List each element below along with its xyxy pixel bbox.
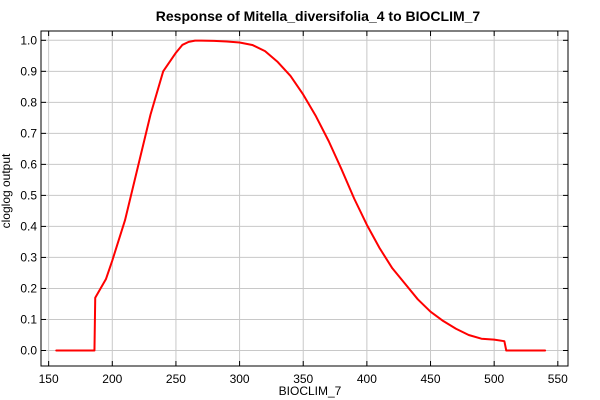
y-tick-label: 0.4 <box>20 219 37 233</box>
x-tick-label: 550 <box>548 372 568 386</box>
y-axis-label: cloglog output <box>0 153 13 228</box>
y-tick-label: 0.9 <box>20 64 37 78</box>
x-tick-label: 350 <box>293 372 313 386</box>
chart-title: Response of Mitella_diversifolia_4 to BI… <box>156 8 481 24</box>
x-tick-label: 450 <box>421 372 441 386</box>
plot-frame <box>40 30 569 367</box>
y-tick-label: 0.5 <box>20 188 37 202</box>
y-tick-label: 0.8 <box>20 95 37 109</box>
y-tick-label: 0.3 <box>20 250 37 264</box>
x-tick-label: 150 <box>39 372 59 386</box>
response-curve-line <box>55 39 547 352</box>
y-tick-label: 0.7 <box>20 126 37 140</box>
x-tick-label: 500 <box>484 372 504 386</box>
y-tick-label: 0.6 <box>20 157 37 171</box>
y-tick-label: 1.0 <box>20 33 37 47</box>
grid-lines <box>41 31 568 366</box>
series-layer <box>55 39 547 352</box>
x-tick-label: 400 <box>357 372 377 386</box>
x-axis-label: BIOCLIM_7 <box>279 384 342 398</box>
y-tick-label: 0.1 <box>20 312 37 326</box>
x-tick-label: 200 <box>102 372 122 386</box>
x-tick-label: 300 <box>230 372 250 386</box>
y-tick-label: 0.0 <box>20 343 37 357</box>
x-tick-label: 250 <box>166 372 186 386</box>
y-tick-label: 0.2 <box>20 281 37 295</box>
axis-ticks: 150 200 250 300 350 400 450 500 550 0.0 0.1 0.2 0.3 0… <box>20 31 568 386</box>
